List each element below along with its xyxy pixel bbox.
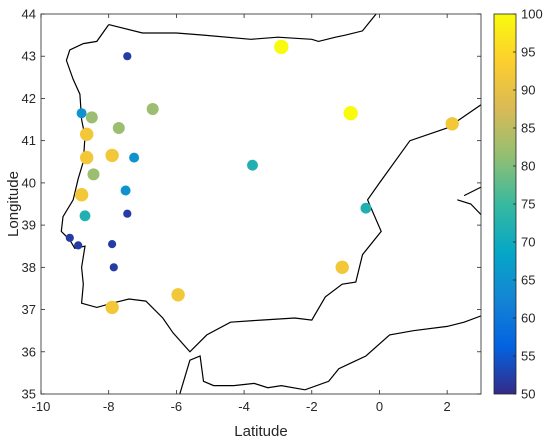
x-tick-label: -2 [306,399,318,414]
data-point [87,168,100,181]
x-tick-label: 0 [376,399,383,414]
data-point [108,240,117,249]
data-point [80,150,94,165]
data-point [247,159,258,171]
colorbar-tick-label: 100 [521,7,543,22]
data-point [171,288,185,302]
y-tick-label: 37 [22,302,36,317]
data-point [85,111,98,124]
data-point [129,152,140,163]
x-tick-label: -8 [103,399,115,414]
data-point [120,185,131,196]
data-point [79,210,91,222]
data-point [74,241,83,250]
y-tick-label: 35 [22,387,36,402]
y-axis-label: Longitude [5,171,22,237]
colorbar-tick-label: 90 [521,83,535,98]
data-point [123,209,132,218]
data-point [109,263,118,272]
data-point [274,39,289,55]
colorbar-tick-label: 95 [521,45,535,60]
axes-layer: -10 -8 -6 -4 -2 0 2 35 36 37 38 39 40 41 42 43 44 Latitud… [5,7,482,440]
data-point [112,122,125,134]
colorbar-gradient [493,13,517,395]
colorbar: 50 55 60 65 70 75 80 85 90 95 100 [493,7,543,402]
data-point [360,202,372,214]
data-point [105,148,119,163]
y-tick-label: 44 [22,7,36,22]
y-tick-label: 43 [22,49,36,64]
data-point [80,127,94,141]
y-tick-label: 40 [22,175,36,190]
plot-frame [40,13,482,395]
coastline-layer [60,14,481,394]
data-points-layer [65,39,459,315]
data-point [445,117,459,131]
y-tick-label: 41 [22,133,36,148]
colorbar-tick-label: 75 [521,197,535,212]
y-tick-label: 36 [22,344,36,359]
y-tick-label: 39 [22,218,36,233]
coastline-segment [457,199,481,216]
x-tick-label: -10 [32,399,51,414]
y-tick-label: 42 [22,91,36,106]
x-tick-label: -6 [171,399,183,414]
colorbar-tick-label: 70 [521,235,535,250]
colorbar-tick-label: 80 [521,159,535,174]
colorbar-tick-label: 50 [521,387,535,402]
x-tick-label: 2 [444,399,451,414]
data-point [105,300,119,315]
colorbar-tick-label: 60 [521,311,535,326]
data-point [74,188,89,202]
colorbar-tick-label: 65 [521,273,535,288]
coastline-segment [463,186,481,197]
data-point [343,106,358,121]
colorbar-tick-label: 85 [521,121,535,136]
coastline-segment [108,14,377,43]
data-point [146,103,159,115]
data-point [335,260,349,274]
y-tick-label: 38 [22,260,36,275]
data-point [76,108,87,119]
x-tick-label: -4 [238,399,250,414]
x-axis-label: Latitude [234,423,287,440]
colorbar-tick-label: 55 [521,349,535,364]
data-point [123,52,132,61]
coastline-segment [179,315,481,394]
data-point [65,233,74,242]
